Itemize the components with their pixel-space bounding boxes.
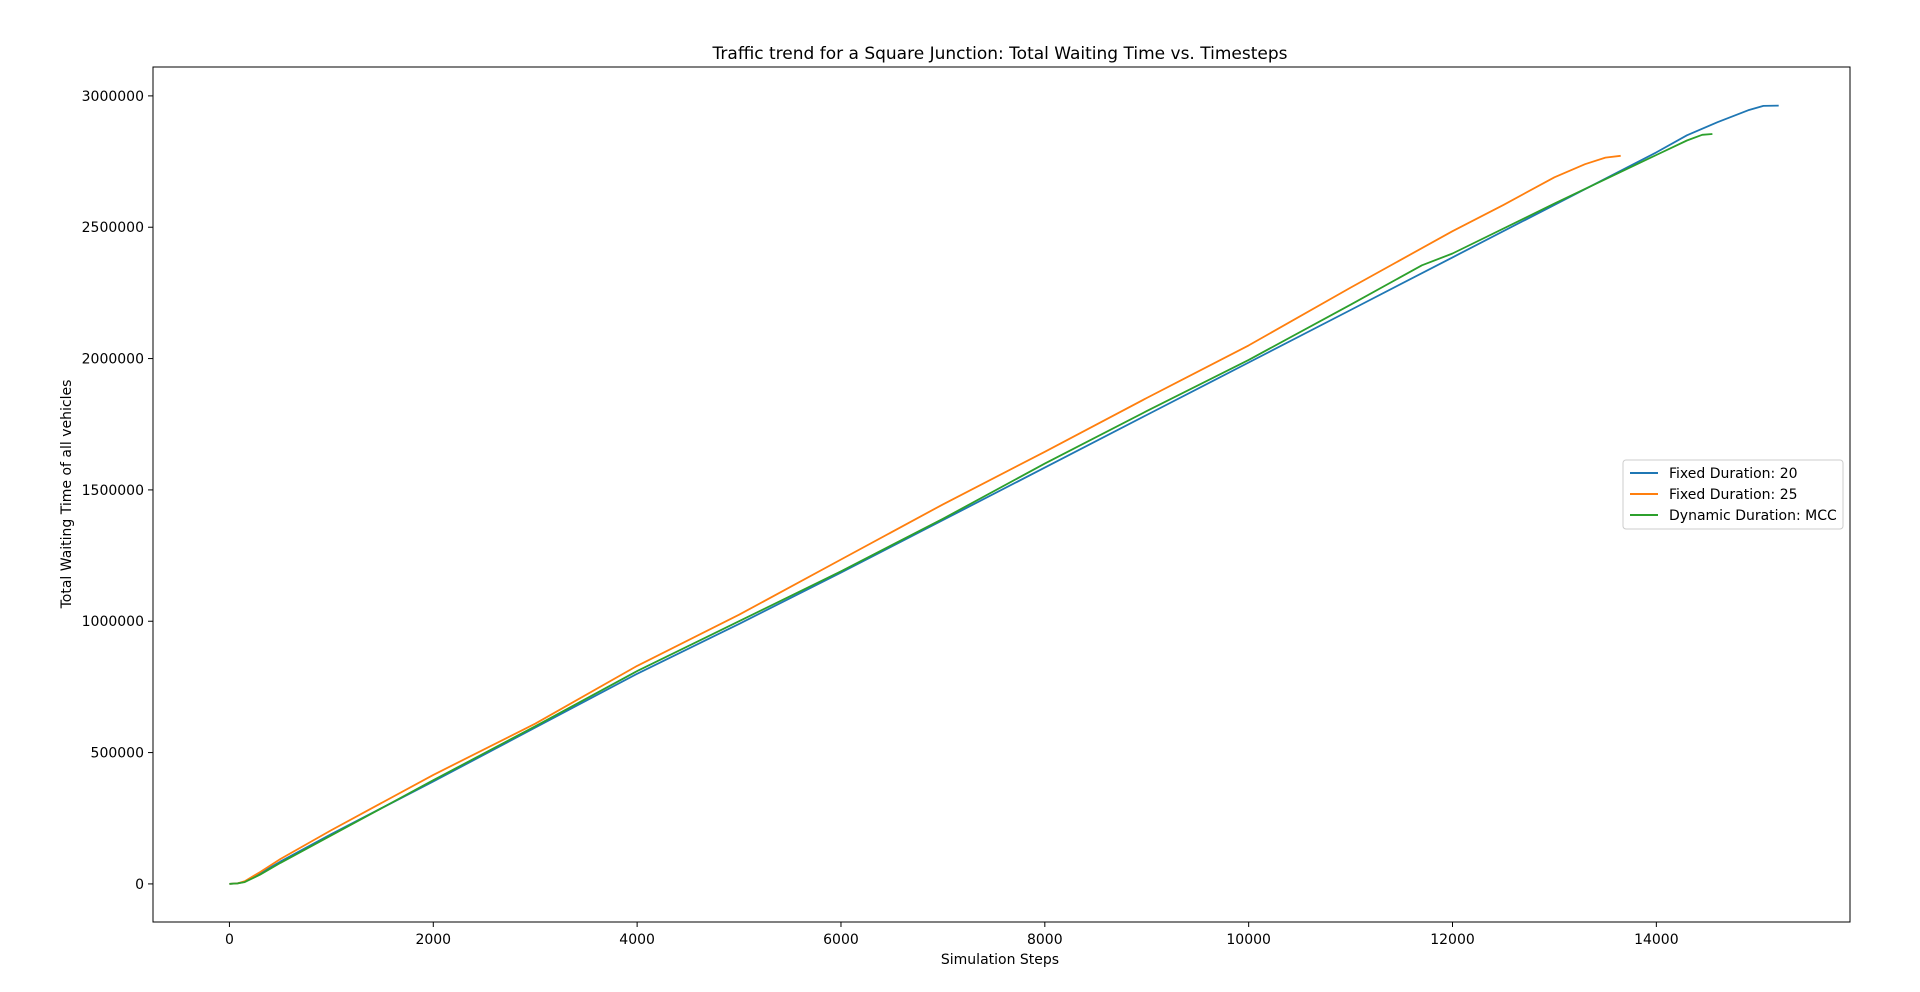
y-tick-label: 1000000 [82,614,144,630]
x-tick-label: 4000 [619,932,655,948]
x-tick-label: 8000 [1027,932,1063,948]
legend-box [1622,459,1844,530]
y-axis-ticks: 0 500000 1000000 1500000 2000000 2500000 30000… [82,89,153,893]
legend-label-2: Fixed Duration: 25 [1669,487,1798,503]
x-tick-label: 6000 [823,932,859,948]
y-tick-label: 3000000 [82,89,144,105]
legend-label-1: Fixed Duration: 20 [1669,466,1798,482]
y-tick-label: 1500000 [82,483,144,499]
series-line-2 [229,154,1621,885]
legend-entries: Fixed Duration: 20 Fixed Duration: 25 Dyna… [1630,466,1837,524]
x-tick-label: 2000 [415,932,451,948]
x-axis-title: Simulation Steps [941,952,1059,968]
series-line-1 [229,104,1779,885]
x-axis-ticks: 0 2000 4000 6000 8000 10000 12000 14000 [225,922,1679,948]
plot-area: 0 2000 4000 6000 8000 10000 12000 14000 0 500000… [82,66,1851,948]
y-tick-label: 500000 [91,746,144,762]
plot-frame [152,66,1851,923]
y-tick-label: 2000000 [82,352,144,368]
x-tick-label: 14000 [1634,932,1679,948]
series-lines [229,104,1779,885]
y-axis-title: Total Waiting Time of all vehicles [59,380,75,610]
chart-title: Traffic trend for a Square Junction: Tot… [712,44,1288,64]
x-tick-label: 12000 [1430,932,1475,948]
series-line-3 [229,133,1713,885]
x-tick-label: 0 [225,932,234,948]
legend: Fixed Duration: 20 Fixed Duration: 25 Dyna… [1622,459,1844,530]
y-tick-label: 0 [135,877,144,893]
y-tick-label: 2500000 [82,220,144,236]
legend-label-3: Dynamic Duration: MCC [1669,508,1837,524]
x-tick-label: 10000 [1226,932,1271,948]
